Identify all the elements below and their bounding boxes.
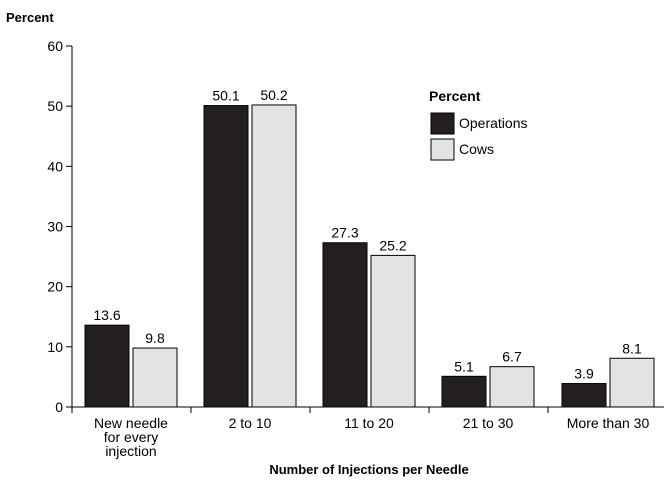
bar-cows-3 (370, 254, 416, 408)
data-label-cows-4: 6.7 (502, 349, 522, 365)
y-tick-label-0: 0 (55, 399, 63, 415)
data-labels: 13.6 50.1 27.3 5.1 3.9 9.8 50.2 25.2 6.7 8.1 (93, 87, 642, 382)
bar-cows-2 (251, 104, 297, 408)
y-tick-label-30: 30 (47, 219, 63, 235)
legend-swatch-operations (430, 112, 455, 135)
x-category-label-3: 11 to 20 (344, 415, 394, 431)
bar-cows-5 (609, 357, 655, 408)
y-tick-label-40: 40 (47, 158, 63, 174)
bar-cows-4 (489, 366, 535, 408)
y-tick-label-60: 60 (47, 38, 63, 54)
x-axis-category-labels: New needle for every injection 2 to 10 11 to… (71, 407, 650, 459)
legend-items: Operations Cows (430, 112, 527, 161)
y-axis-title: Percent (6, 10, 54, 25)
bar-operations-4 (441, 375, 487, 408)
data-label-operations-2: 50.1 (212, 88, 239, 104)
legend-title: Percent (429, 88, 481, 104)
x-category-label-2: 2 to 10 (229, 415, 272, 431)
x-category-label-1: New needle for every injection (94, 415, 168, 459)
bar-operations-2 (203, 105, 249, 408)
y-tick-label-20: 20 (47, 279, 63, 295)
data-label-operations-3: 27.3 (331, 225, 358, 241)
x-category-label-4: 21 to 30 (463, 415, 514, 431)
legend-label-operations: Operations (459, 115, 527, 131)
legend-swatch-cows (430, 138, 455, 161)
data-label-cows-5: 8.1 (622, 340, 642, 356)
bar-operations-3 (322, 242, 368, 408)
legend-label-cows: Cows (459, 141, 494, 157)
y-axis-ticks: 0 10 20 30 40 50 60 (47, 38, 72, 415)
data-label-cows-1: 9.8 (145, 330, 165, 346)
data-label-cows-2: 50.2 (260, 87, 287, 103)
data-label-operations-5: 3.9 (574, 366, 594, 382)
data-label-cows-3: 25.2 (379, 237, 406, 253)
y-tick-label-10: 10 (47, 339, 63, 355)
legend: Percent Operations Cows (429, 88, 527, 161)
data-label-operations-4: 5.1 (454, 358, 474, 374)
y-tick-label-50: 50 (47, 98, 63, 114)
x-axis-title: Number of Injections per Needle (269, 462, 468, 477)
bar-operations-1 (84, 324, 130, 408)
bar-cows-1 (132, 347, 178, 408)
bars (84, 104, 655, 408)
data-label-operations-1: 13.6 (93, 307, 120, 323)
x-category-label-5: More than 30 (567, 415, 650, 431)
bar-operations-5 (561, 383, 607, 408)
